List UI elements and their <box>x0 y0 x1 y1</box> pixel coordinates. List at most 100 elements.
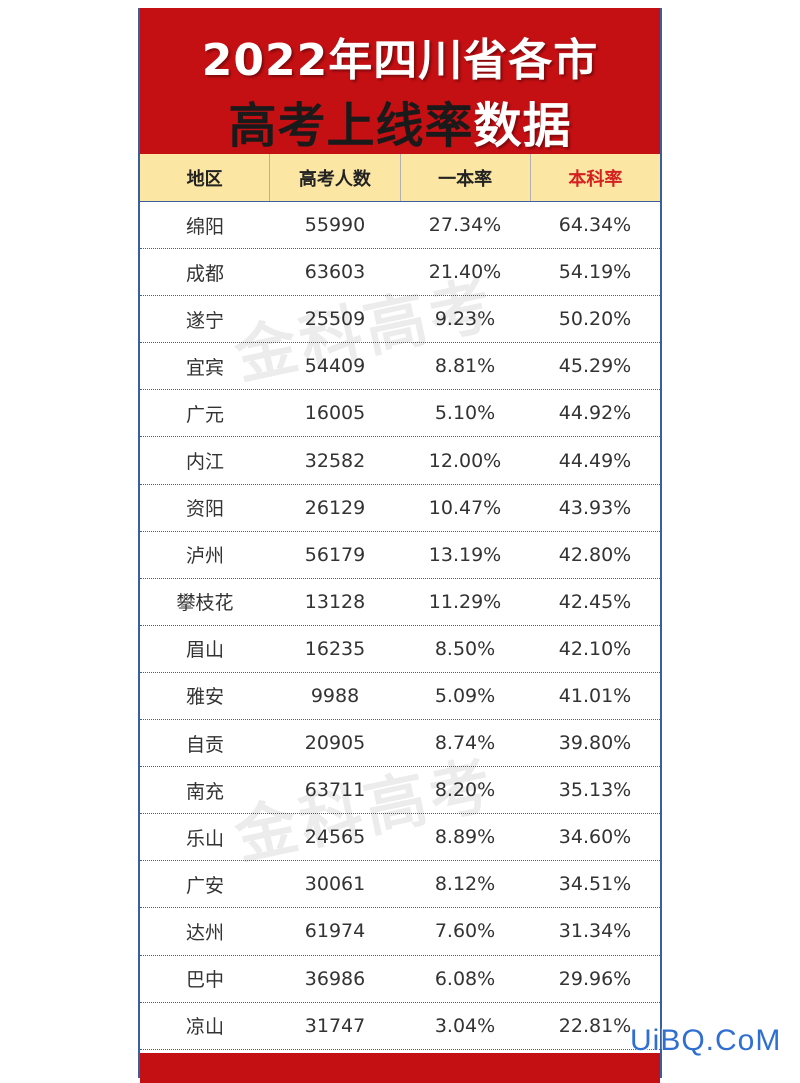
cell-undergrad-rate: 45.29% <box>558 355 632 378</box>
title-line-2-light: 数据 <box>473 98 572 154</box>
table-body: 绵阳 55990 27.34% 64.34% 成都 63603 21.40% 54.19% 遂宁… <box>140 202 660 1050</box>
cell-region: 巴中 <box>185 969 224 992</box>
table-row: 雅安 9988 5.09% 41.01% <box>140 673 660 721</box>
cell-tier-one-rate: 8.12% <box>434 873 496 896</box>
cell-tier-one-rate: 12.00% <box>428 449 502 472</box>
cell-tier-one-rate: 10.47% <box>428 496 502 519</box>
cell-undergrad-rate: 41.01% <box>558 684 632 707</box>
cell-region: 绵阳 <box>185 215 224 238</box>
cell-tier-one-rate: 11.29% <box>428 590 502 613</box>
table-row: 宜宾 54409 8.81% 45.29% <box>140 343 660 391</box>
column-header-tier-one-rate: 一本率 <box>401 154 531 201</box>
footer-bar <box>140 1053 660 1083</box>
cell-region: 成都 <box>185 262 224 285</box>
cell-exam-takers: 61974 <box>304 920 366 943</box>
cell-region: 遂宁 <box>185 309 224 332</box>
table-row: 达州 61974 7.60% 31.34% <box>140 908 660 956</box>
cell-region: 南充 <box>185 780 224 803</box>
cell-undergrad-rate: 54.19% <box>558 261 632 284</box>
cell-undergrad-rate: 42.45% <box>558 590 632 613</box>
table-row: 乐山 24565 8.89% 34.60% <box>140 814 660 862</box>
cell-region: 雅安 <box>185 686 224 709</box>
cell-tier-one-rate: 6.08% <box>434 967 496 990</box>
cell-undergrad-rate: 44.49% <box>558 449 632 472</box>
cell-tier-one-rate: 8.81% <box>434 355 496 378</box>
site-watermark-logo: UiBQ.CoM <box>630 1024 782 1057</box>
cell-tier-one-rate: 8.74% <box>434 732 496 755</box>
column-header-undergrad-rate: 本科率 <box>568 168 623 190</box>
table-row: 南充 63711 8.20% 35.13% <box>140 767 660 815</box>
table-row: 绵阳 55990 27.34% 64.34% <box>140 202 660 250</box>
title-line-2: 高考上线率数据 <box>140 86 660 156</box>
cell-exam-takers: 20905 <box>304 732 366 755</box>
cell-tier-one-rate: 5.09% <box>434 684 496 707</box>
cell-undergrad-rate: 50.20% <box>558 308 632 331</box>
cell-tier-one-rate: 27.34% <box>428 214 502 237</box>
title-banner: 2022年四川省各市 高考上线率数据 <box>140 8 660 154</box>
cell-exam-takers: 30061 <box>304 873 366 896</box>
cell-exam-takers: 56179 <box>304 543 366 566</box>
cell-exam-takers: 9988 <box>310 684 360 707</box>
cell-region: 乐山 <box>185 827 224 850</box>
cell-region: 内江 <box>185 451 224 474</box>
cell-region: 凉山 <box>185 1016 224 1039</box>
cell-tier-one-rate: 7.60% <box>434 920 496 943</box>
cell-region: 达州 <box>185 921 224 944</box>
column-header-region: 地区 <box>140 154 271 201</box>
cell-undergrad-rate: 22.81% <box>558 1014 632 1037</box>
table-row: 内江 32582 12.00% 44.49% <box>140 437 660 485</box>
cell-undergrad-rate: 39.80% <box>558 732 632 755</box>
cell-tier-one-rate: 13.19% <box>428 543 502 566</box>
cell-exam-takers: 54409 <box>304 355 366 378</box>
cell-undergrad-rate: 64.34% <box>558 214 632 237</box>
cell-undergrad-rate: 42.80% <box>558 543 632 566</box>
cell-exam-takers: 36986 <box>304 967 366 990</box>
cell-exam-takers: 16235 <box>304 637 366 660</box>
cell-undergrad-rate: 43.93% <box>558 496 632 519</box>
table-row: 遂宁 25509 9.23% 50.20% <box>140 296 660 344</box>
table-row: 广元 16005 5.10% 44.92% <box>140 390 660 438</box>
cell-exam-takers: 55990 <box>304 214 366 237</box>
table-row: 眉山 16235 8.50% 42.10% <box>140 626 660 673</box>
cell-undergrad-rate: 34.60% <box>558 826 632 849</box>
cell-exam-takers: 31747 <box>304 1014 366 1037</box>
table-row: 广安 30061 8.12% 34.51% <box>140 861 660 909</box>
cell-exam-takers: 63711 <box>304 779 366 802</box>
cell-undergrad-rate: 31.34% <box>558 920 632 943</box>
cell-region: 广安 <box>185 874 224 897</box>
cell-undergrad-rate: 35.13% <box>558 779 632 802</box>
cell-region: 泸州 <box>185 545 224 568</box>
cell-region: 广元 <box>185 403 224 426</box>
table-row: 凉山 31747 3.04% 22.81% <box>140 1003 660 1050</box>
table-row: 泸州 56179 13.19% 42.80% <box>140 532 660 579</box>
cell-exam-takers: 63603 <box>304 261 366 284</box>
cell-exam-takers: 16005 <box>304 402 366 425</box>
cell-region: 眉山 <box>185 639 224 662</box>
cell-region: 资阳 <box>185 498 224 521</box>
cell-tier-one-rate: 9.23% <box>434 308 496 331</box>
cell-tier-one-rate: 5.10% <box>434 402 496 425</box>
cell-exam-takers: 26129 <box>304 496 366 519</box>
cell-exam-takers: 25509 <box>304 308 366 331</box>
cell-tier-one-rate: 8.89% <box>434 826 496 849</box>
data-table-card: 2022年四川省各市 高考上线率数据 地区 高考人数 一本率 本科率 绵阳 559… <box>138 8 662 1083</box>
cell-region: 宜宾 <box>185 356 224 379</box>
table-row: 巴中 36986 6.08% 29.96% <box>140 956 660 1003</box>
cell-undergrad-rate: 34.51% <box>558 873 632 896</box>
cell-exam-takers: 13128 <box>304 590 366 613</box>
table-row: 成都 63603 21.40% 54.19% <box>140 249 660 297</box>
table-row: 自贡 20905 8.74% 39.80% <box>140 720 660 768</box>
cell-region: 攀枝花 <box>176 592 234 615</box>
column-header-exam-takers: 高考人数 <box>270 154 401 201</box>
table-header-row: 地区 高考人数 一本率 本科率 <box>140 154 660 202</box>
cell-undergrad-rate: 42.10% <box>558 637 632 660</box>
cell-tier-one-rate: 3.04% <box>434 1014 496 1037</box>
cell-undergrad-rate: 29.96% <box>558 967 632 990</box>
cell-region: 自贡 <box>185 733 224 756</box>
table-row: 资阳 26129 10.47% 43.93% <box>140 485 660 532</box>
title-line-2-dark: 高考上线率 <box>228 98 474 154</box>
title-line-1: 2022年四川省各市 <box>201 35 599 86</box>
cell-exam-takers: 32582 <box>304 449 366 472</box>
cell-tier-one-rate: 8.50% <box>434 637 496 660</box>
cell-tier-one-rate: 8.20% <box>434 779 496 802</box>
